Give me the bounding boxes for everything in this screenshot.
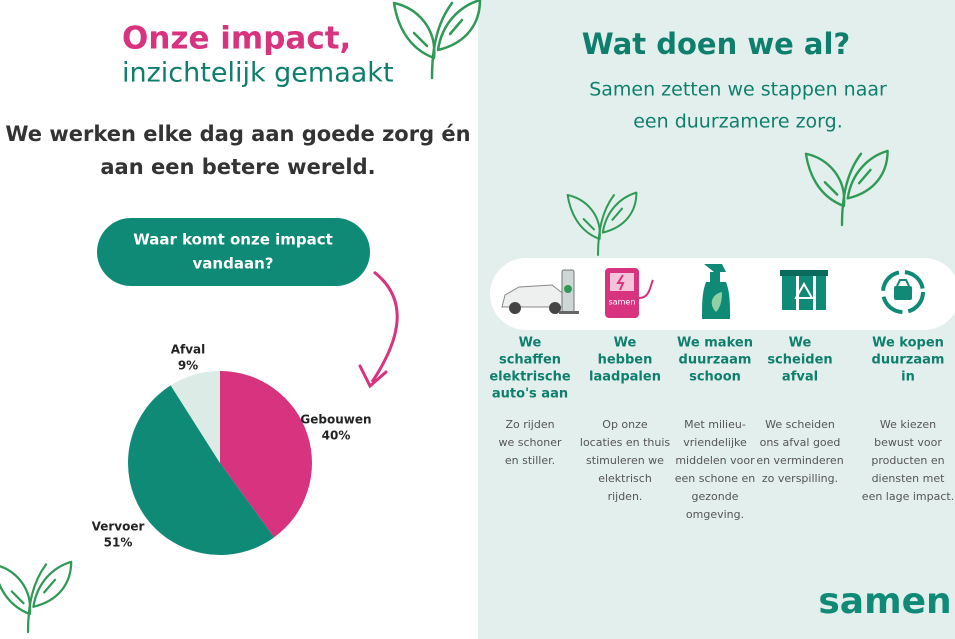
item-heading: duurzaam	[679, 353, 752, 368]
item-text: rijden.	[608, 490, 643, 503]
item-text: zo verspilling.	[762, 472, 838, 485]
item-text: we schoner	[498, 436, 561, 449]
item-text: middelen voor	[675, 454, 755, 467]
item-heading: hebben	[598, 353, 653, 368]
item-text: omgeving.	[686, 508, 744, 521]
item-heading: laadpalen	[589, 370, 661, 385]
item-text: elektrisch	[598, 472, 652, 485]
item-heading: afval	[782, 370, 818, 385]
item-text: Op onze	[602, 418, 648, 431]
item-text: en stiller.	[505, 454, 555, 467]
item-text: een schone en	[675, 472, 755, 485]
statement-line: We werken elke dag aan goede zorg én	[5, 122, 470, 146]
item-text: stimuleren we	[586, 454, 664, 467]
item-heading: We maken	[677, 336, 753, 351]
subtitle: inzichtelijk gemaakt	[122, 58, 394, 89]
slice-label: Gebouwen	[300, 413, 371, 427]
item-heading: schoon	[689, 370, 741, 385]
pie-slice	[220, 371, 312, 538]
item-text: en verminderen	[756, 454, 843, 467]
spray-icon	[702, 264, 730, 319]
pie-slice	[170, 371, 220, 463]
item-text: een lage impact.	[862, 490, 954, 503]
slice-label: Vervoer	[92, 520, 145, 534]
item-text: diensten met	[872, 472, 946, 485]
right-title: Wat doen we al?	[582, 27, 850, 61]
slice-value: 51%	[104, 536, 133, 550]
item-text: producten en	[871, 454, 944, 467]
pie-slice	[127, 385, 275, 556]
right-subtitle: Samen zetten we stappen naar	[589, 79, 887, 101]
slice-label: Afval	[171, 343, 206, 357]
item-heading: in	[901, 370, 915, 385]
right-subtitle: een duurzamere zorg.	[633, 111, 843, 133]
item-heading: We	[789, 336, 812, 351]
car-icon	[501, 269, 579, 314]
arrow-head	[358, 364, 388, 389]
item-heading: schaffen	[499, 353, 561, 368]
item-heading: We	[519, 336, 542, 351]
item-text: gezonde	[692, 490, 739, 503]
item-heading: We kopen	[872, 336, 944, 351]
item-text: locaties en thuis	[580, 436, 670, 449]
bins-icon	[780, 270, 828, 310]
title: Onze impact,	[122, 21, 351, 57]
item-text: Met milieu-	[684, 418, 746, 431]
item-text: ons afval goed	[760, 436, 841, 449]
statement-line: aan een betere wereld.	[100, 155, 375, 179]
item-text: Zo rijden	[505, 418, 554, 431]
logo: samen	[818, 581, 951, 622]
button[interactable]	[97, 218, 370, 286]
charger-icon: samen	[605, 268, 654, 318]
item-text: vriendelijke	[683, 436, 747, 449]
slice-value: 40%	[322, 429, 351, 443]
item-heading: duurzaam	[872, 353, 945, 368]
button-label: Waar komt onze impact	[133, 231, 333, 249]
slice-value: 9%	[178, 359, 198, 373]
item-heading: elektrische	[489, 370, 571, 385]
item-heading: scheiden	[767, 353, 832, 368]
item-text: We scheiden	[765, 418, 835, 431]
item-text: We kiezen	[880, 418, 936, 431]
recycle-icon	[881, 270, 925, 314]
arrow	[370, 270, 399, 383]
button-label: vandaan?	[193, 255, 274, 273]
item-text: bewust voor	[874, 436, 942, 449]
item-heading: auto's aan	[492, 387, 568, 402]
item-heading: We	[614, 336, 637, 351]
charger-label: samen	[609, 298, 636, 307]
